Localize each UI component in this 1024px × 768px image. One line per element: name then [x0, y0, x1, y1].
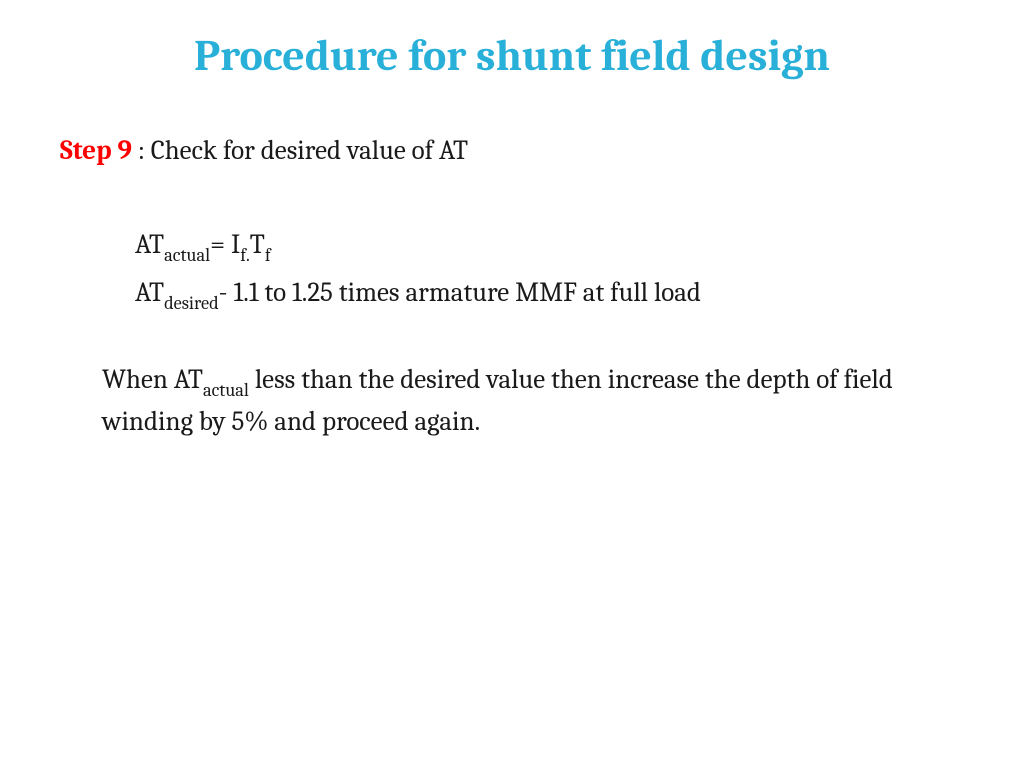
t-base: T [250, 229, 265, 260]
paragraph: When ATactual less than the desired valu… [60, 360, 974, 441]
slide-body: Step 9 : Check for desired value of AT A… [50, 131, 974, 441]
at-base: AT [135, 229, 164, 260]
formula-block: ATactual= If.Tf ATdesired- 1.1 to 1.25 t… [60, 225, 974, 315]
t-sub: f [265, 244, 271, 266]
step-desc: Check for desired value of AT [151, 135, 468, 166]
desired-rest: - 1.1 to 1.25 times armature MMF at full… [219, 277, 701, 308]
eq-i: = I [210, 229, 240, 260]
at-sub-actual: actual [164, 244, 210, 266]
i-sub: f. [240, 244, 250, 266]
formula-desired: ATdesired- 1.1 to 1.25 times armature MM… [135, 273, 974, 315]
at-base2: AT [135, 277, 164, 308]
step-line: Step 9 : Check for desired value of AT [60, 131, 974, 170]
para-sub: actual [203, 379, 249, 401]
slide: Procedure for shunt field design Step 9 … [0, 0, 1024, 768]
para-a: When AT [102, 364, 203, 395]
at-sub-desired: desired [164, 292, 219, 314]
step-colon: : [132, 135, 151, 166]
step-label: Step 9 [60, 135, 132, 166]
slide-title: Procedure for shunt field design [50, 30, 974, 81]
formula-actual: ATactual= If.Tf [135, 225, 974, 267]
